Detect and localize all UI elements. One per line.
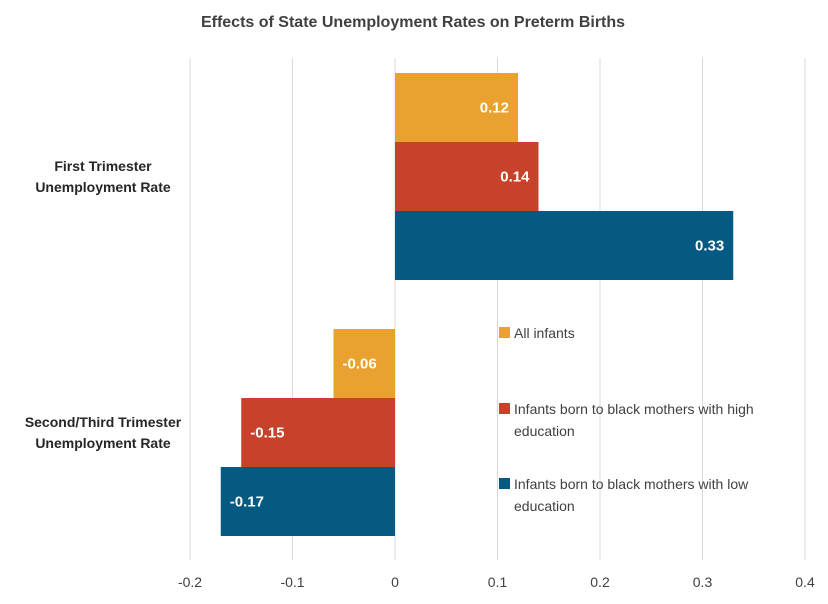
legend-label: education xyxy=(514,423,575,439)
x-tick-label: 0.3 xyxy=(693,574,713,590)
category-label: Second/Third Trimester xyxy=(25,414,182,430)
category-label: First Trimester xyxy=(54,158,152,174)
x-tick-label: 0.4 xyxy=(795,574,815,590)
x-tick-label: 0.1 xyxy=(488,574,508,590)
chart-title: Effects of State Unemployment Rates on P… xyxy=(201,14,625,31)
data-label: -0.15 xyxy=(250,425,284,442)
data-label: 0.14 xyxy=(500,169,530,186)
x-tick-label: 0 xyxy=(391,574,399,590)
legend-swatch-0 xyxy=(499,327,510,338)
bars xyxy=(220,73,734,536)
legend: All infants Infants born to black mothers… xyxy=(499,325,754,514)
data-label: 0.12 xyxy=(480,100,509,117)
data-label: -0.06 xyxy=(343,356,377,373)
legend-label: All infants xyxy=(514,325,575,341)
bar-series0-cat0 xyxy=(395,73,518,142)
legend-label: education xyxy=(514,498,575,514)
bar-series2-cat0 xyxy=(395,211,734,280)
bar-series0-cat1 xyxy=(333,329,395,398)
x-tick-label: -0.1 xyxy=(280,574,304,590)
legend-label: Infants born to black mothers with high xyxy=(514,401,754,417)
bar-labels: 0.12 -0.06 0.14 -0.15 0.33 -0.17 xyxy=(230,100,725,511)
x-tick-label: 0.2 xyxy=(590,574,610,590)
category-label: Unemployment Rate xyxy=(35,179,171,195)
bar-series1-cat1 xyxy=(241,398,395,467)
x-axis-tick-labels: -0.2 -0.1 0 0.1 0.2 0.3 0.4 xyxy=(178,574,815,590)
bar-series2-cat1 xyxy=(220,467,395,536)
legend-swatch-2 xyxy=(499,478,510,489)
data-label: 0.33 xyxy=(695,238,724,255)
legend-swatch-1 xyxy=(499,403,510,414)
data-label: -0.17 xyxy=(230,494,264,511)
category-labels: First Trimester Unemployment Rate Second/T… xyxy=(25,158,182,451)
legend-label: Infants born to black mothers with low xyxy=(514,476,749,492)
x-tick-label: -0.2 xyxy=(178,574,202,590)
bar-series1-cat0 xyxy=(395,142,539,211)
category-label: Unemployment Rate xyxy=(35,435,171,451)
